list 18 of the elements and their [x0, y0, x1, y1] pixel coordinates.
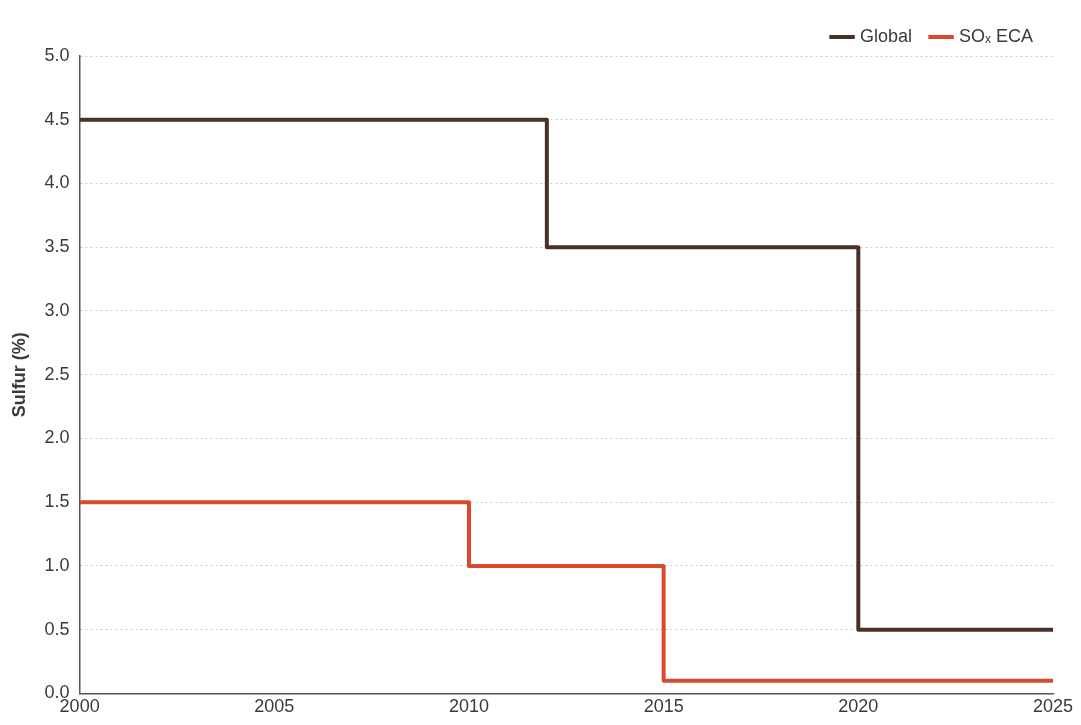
y-tick-label: 2.0	[44, 427, 70, 448]
y-tick-label: 5.0	[44, 44, 70, 65]
y-tick-label: 3.0	[44, 299, 70, 320]
y-tick-label: 1.5	[44, 491, 70, 512]
x-tick-label: 2015	[643, 696, 684, 717]
x-tick-label: 2005	[254, 696, 295, 717]
x-tick-label: 2020	[838, 696, 879, 717]
y-tick-label: 2.5	[44, 363, 70, 384]
legend-label: SOₓ ECA	[959, 25, 1034, 46]
legend-label: Global	[860, 25, 913, 46]
x-tick-label: 2010	[448, 696, 489, 717]
y-tick-label: 4.0	[44, 172, 70, 193]
y-tick-label: 4.5	[44, 108, 70, 129]
y-tick-label: 0.5	[44, 618, 70, 639]
y-tick-label: 3.5	[44, 236, 70, 257]
y-tick-label: 1.0	[44, 554, 70, 575]
y-axis-title: Sulfur (%)	[8, 332, 29, 418]
x-tick-label: 2025	[1032, 696, 1074, 717]
